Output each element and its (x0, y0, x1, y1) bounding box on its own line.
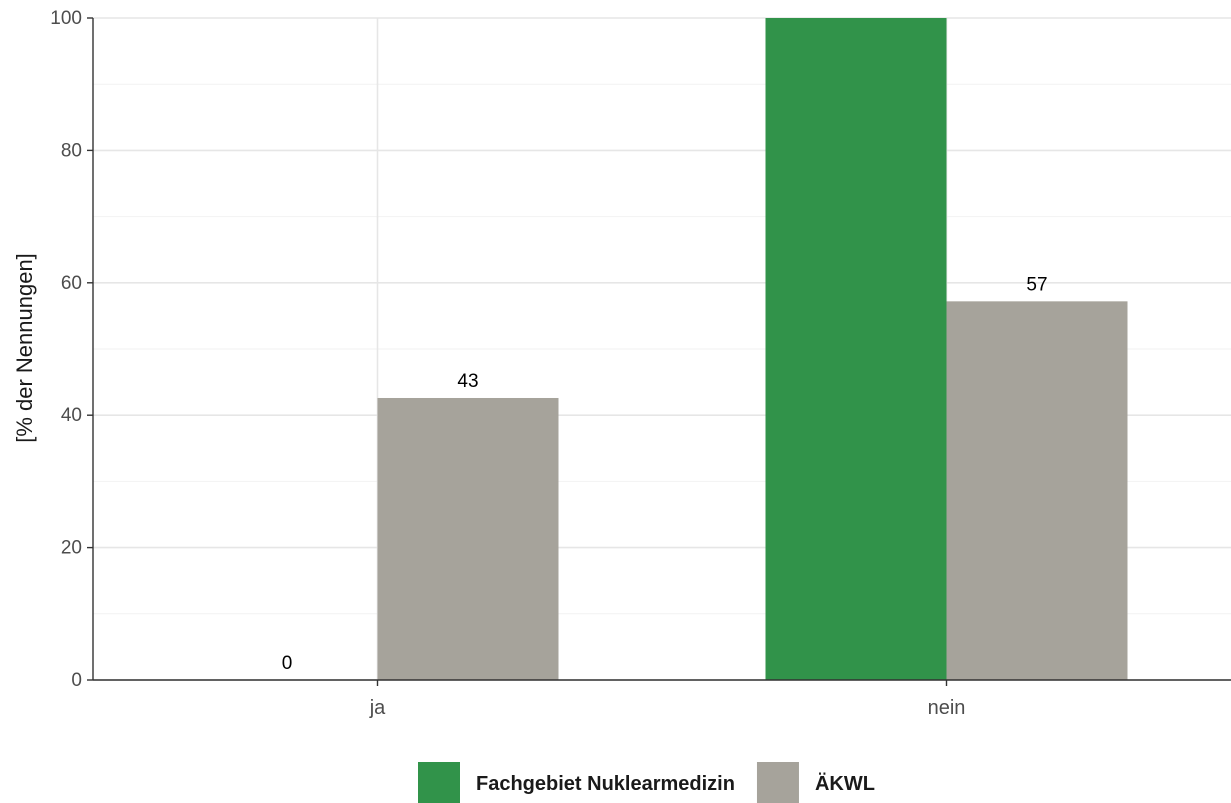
y-tick-label: 80 (61, 140, 82, 161)
data-label: 43 (457, 371, 478, 392)
data-labels: 0 43 57 (282, 274, 1048, 674)
y-tick-label: 0 (71, 670, 82, 691)
data-label: 57 (1026, 274, 1047, 295)
y-axis-title: [% der Nennungen] (12, 253, 37, 443)
legend-swatch (756, 762, 799, 803)
axes: 0 20 40 60 80 100 ja nein (50, 8, 1231, 719)
bar (377, 397, 559, 680)
y-tick-label: 20 (61, 538, 82, 559)
legend-label: ÄKWL (815, 772, 875, 795)
bar (765, 18, 947, 680)
x-tick-label: nein (928, 697, 966, 719)
bars (377, 18, 1128, 680)
legend-swatch (418, 762, 460, 803)
legend: Fachgebiet Nuklearmedizin ÄKWL (418, 762, 875, 803)
x-tick-label: ja (369, 697, 386, 719)
legend-label: Fachgebiet Nuklearmedizin (476, 773, 735, 795)
bar (946, 301, 1128, 680)
data-label: 0 (282, 653, 293, 674)
y-tick-label: 100 (50, 8, 82, 29)
y-tick-label: 40 (61, 405, 82, 426)
y-tick-label: 60 (61, 273, 82, 294)
